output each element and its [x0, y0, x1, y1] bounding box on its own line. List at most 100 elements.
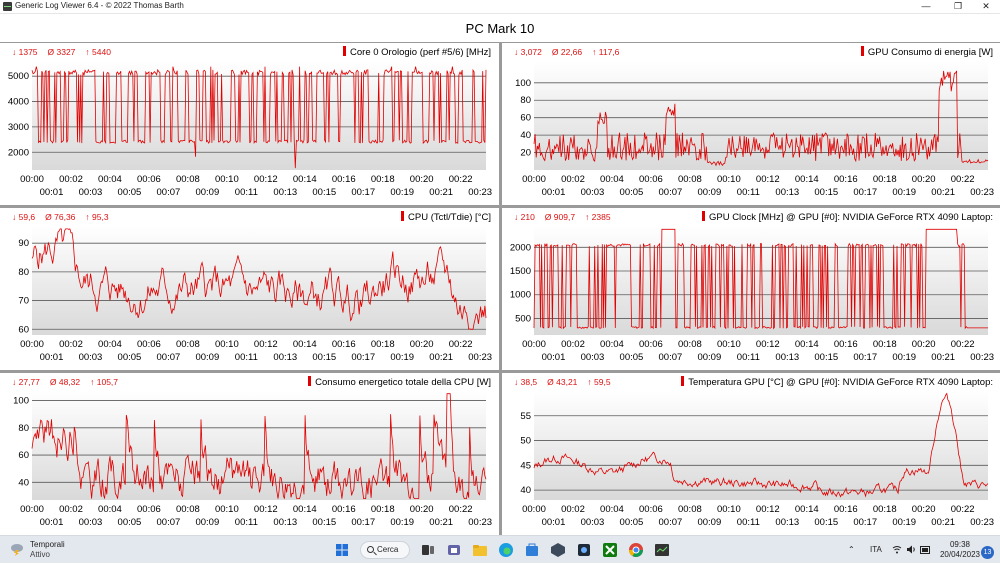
- taskbar-search[interactable]: Cerca: [360, 541, 410, 559]
- x-tick-label: 00:05: [118, 352, 142, 363]
- x-tick-label: 00:11: [235, 187, 258, 198]
- x-tick-label: 00:09: [697, 352, 721, 363]
- chart-stats: ↓ 27,77 Ø 48,32 ↑ 105,7: [12, 377, 128, 387]
- x-tick-label: 00:04: [600, 504, 624, 515]
- volume-icon[interactable]: [906, 545, 916, 554]
- x-tick-label: 00:10: [215, 174, 239, 185]
- y-tick-label: 80: [18, 267, 29, 278]
- x-tick-label: 00:06: [137, 339, 161, 350]
- x-tick-label: 00:22: [951, 339, 975, 350]
- y-tick-label: 40: [18, 477, 29, 488]
- stat-min: ↓ 3,072: [514, 47, 542, 57]
- y-tick-label: 70: [18, 296, 29, 307]
- x-tick-label: 00:15: [312, 517, 336, 528]
- x-tick-label: 00:04: [600, 339, 624, 350]
- chart-title: Core 0 Orologio (perf #5/6) [MHz]: [343, 46, 491, 58]
- x-tick-label: 00:02: [561, 339, 585, 350]
- edge-icon[interactable]: [498, 542, 514, 558]
- series-line: [533, 228, 988, 330]
- series-line: [31, 66, 487, 169]
- stat-max: ↑ 105,7: [90, 377, 119, 387]
- x-tick-label: 00:01: [40, 187, 64, 198]
- x-tick-label: 00:00: [522, 339, 546, 350]
- series-line: [31, 393, 487, 500]
- x-tick-label: 00:19: [892, 517, 916, 528]
- x-tick-label: 00:05: [118, 187, 142, 198]
- x-tick-label: 00:09: [195, 517, 219, 528]
- x-tick-label: 00:08: [176, 339, 200, 350]
- x-tick-label: 00:18: [371, 339, 395, 350]
- x-tick-label: 00:23: [970, 352, 994, 363]
- y-tick-label: 80: [18, 423, 29, 434]
- weather-title: Temporali: [30, 540, 65, 549]
- maximize-button[interactable]: ❐: [953, 1, 963, 11]
- y-tick-label: 40: [520, 485, 531, 496]
- x-tick-label: 00:14: [795, 174, 819, 185]
- x-tick-label: 00:14: [795, 504, 819, 515]
- x-tick-label: 00:17: [351, 517, 375, 528]
- battery-icon[interactable]: [920, 546, 931, 554]
- x-tick-label: 00:18: [873, 339, 897, 350]
- x-tick-label: 00:08: [678, 174, 702, 185]
- x-tick-label: 00:15: [312, 187, 336, 198]
- x-tick-label: 00:17: [351, 187, 375, 198]
- x-tick-label: 00:03: [79, 517, 103, 528]
- stat-max: ↑ 59,5: [587, 377, 611, 387]
- plot-area: [534, 61, 988, 170]
- x-tick-label: 00:20: [410, 174, 434, 185]
- legend-marker: [681, 376, 685, 386]
- x-tick-label: 00:01: [542, 517, 566, 528]
- dark-app-icon[interactable]: [576, 542, 592, 558]
- x-tick-label: 00:10: [717, 339, 741, 350]
- teams-icon[interactable]: [446, 542, 462, 558]
- clock-date[interactable]: 20/04/2023: [939, 550, 981, 559]
- language-indicator[interactable]: ITA: [870, 545, 882, 554]
- x-tick-label: 00:08: [678, 504, 702, 515]
- chart-stats: ↓ 38,5 Ø 43,21 ↑ 59,5: [514, 377, 621, 387]
- x-tick-label: 00:17: [853, 187, 877, 198]
- x-tick-label: 00:07: [157, 517, 181, 528]
- app-icon[interactable]: [550, 542, 566, 558]
- x-tick-label: 00:08: [678, 339, 702, 350]
- x-tick-label: 00:02: [59, 504, 83, 515]
- weather-storm-icon[interactable]: [10, 542, 24, 556]
- chrome-icon[interactable]: [628, 542, 644, 558]
- x-tick-label: 00:06: [137, 174, 161, 185]
- chart-title-text: CPU (Tctl/Tdie) [°C]: [408, 212, 491, 223]
- chart-stats: ↓ 1375 Ø 3327 ↑ 5440: [12, 47, 121, 57]
- x-tick-label: 00:07: [659, 352, 683, 363]
- notification-badge[interactable]: 13: [981, 546, 994, 559]
- chevron-up-icon[interactable]: ⌃: [848, 545, 855, 554]
- minimize-button[interactable]: —: [921, 1, 931, 11]
- x-tick-label: 00:17: [351, 352, 375, 363]
- y-tick-label: 100: [13, 396, 29, 407]
- x-tick-label: 00:04: [98, 504, 122, 515]
- x-tick-label: 00:22: [449, 339, 473, 350]
- search-label: Cerca: [377, 545, 399, 554]
- x-tick-label: 00:02: [59, 174, 83, 185]
- x-tick-label: 00:20: [410, 339, 434, 350]
- log-viewer-icon[interactable]: [654, 542, 670, 558]
- plot-area: [534, 226, 988, 335]
- weather-widget[interactable]: Temporali Attivo: [30, 540, 65, 560]
- x-tick-label: 00:10: [215, 339, 239, 350]
- task-view-icon[interactable]: [420, 542, 436, 558]
- stat-avg: Ø 3327: [47, 47, 76, 57]
- x-tick-label: 00:06: [639, 174, 663, 185]
- y-tick-label: 60: [18, 450, 29, 461]
- clock-time[interactable]: 09:38: [949, 540, 971, 549]
- chart-title-text: Core 0 Orologio (perf #5/6) [MHz]: [350, 47, 491, 58]
- chart-panel-cpu-power: ↓ 27,77 Ø 48,32 ↑ 105,7 Consumo energetico …: [0, 373, 497, 535]
- x-tick-label: 00:12: [254, 339, 278, 350]
- chart-title: CPU (Tctl/Tdie) [°C]: [401, 211, 491, 223]
- x-tick-label: 00:20: [912, 339, 936, 350]
- x-tick-label: 00:01: [542, 187, 566, 198]
- folder-icon[interactable]: [472, 542, 488, 558]
- x-tick-label: 00:07: [157, 187, 181, 198]
- page-header: PC Mark 10: [0, 15, 1000, 43]
- windows-start-icon[interactable]: [334, 542, 350, 558]
- close-button[interactable]: ✕: [982, 1, 990, 11]
- wifi-icon[interactable]: [892, 545, 902, 554]
- store-icon[interactable]: [524, 542, 540, 558]
- xbox-icon[interactable]: [602, 542, 618, 558]
